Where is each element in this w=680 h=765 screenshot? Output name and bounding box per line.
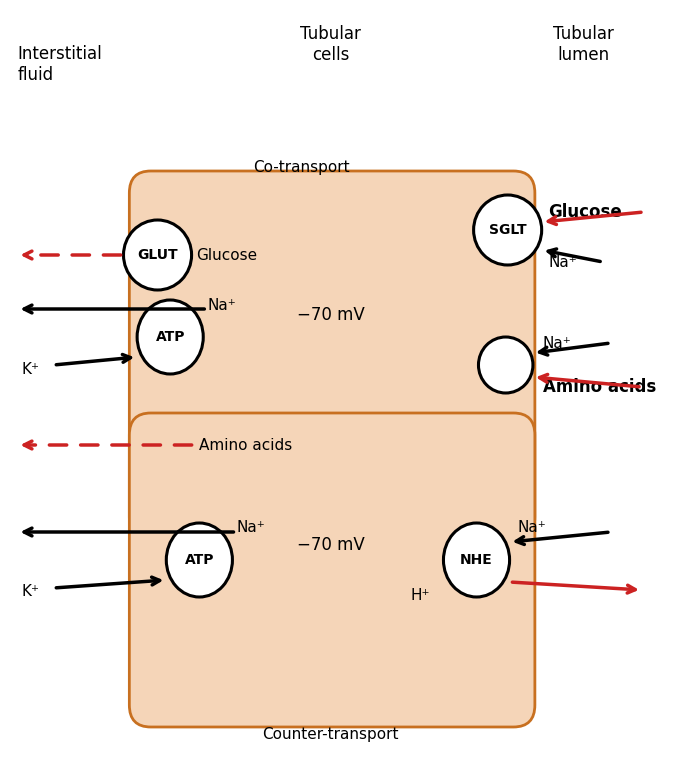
Text: Na⁺: Na⁺ [207,298,236,312]
Ellipse shape [137,300,203,374]
Text: −70 mV: −70 mV [296,536,364,554]
Text: −70 mV: −70 mV [296,306,364,324]
Text: Na⁺: Na⁺ [517,520,546,536]
Text: K⁺: K⁺ [21,362,39,376]
Ellipse shape [167,523,233,597]
Text: GLUT: GLUT [137,248,178,262]
Circle shape [473,195,542,265]
Text: Co-transport: Co-transport [253,160,350,175]
Text: ATP: ATP [184,553,214,567]
Text: Amino acids: Amino acids [543,378,656,396]
Text: Tubular
lumen: Tubular lumen [553,25,614,63]
Text: Glucose: Glucose [549,203,622,221]
Text: SGLT: SGLT [489,223,526,237]
Circle shape [124,220,192,290]
Text: Interstitial
fluid: Interstitial fluid [18,45,102,84]
Text: ATP: ATP [156,330,185,344]
Text: Na⁺: Na⁺ [543,336,571,350]
Text: NHE: NHE [460,553,493,567]
Circle shape [479,337,533,393]
Ellipse shape [443,523,509,597]
Text: Na⁺: Na⁺ [549,255,577,269]
Text: Na⁺: Na⁺ [237,520,265,536]
Text: Glucose: Glucose [197,248,258,262]
Text: H⁺: H⁺ [410,588,430,603]
FancyBboxPatch shape [129,171,535,539]
FancyBboxPatch shape [129,413,535,727]
Text: K⁺: K⁺ [21,584,39,600]
Text: Amino acids: Amino acids [199,438,292,453]
Text: Tubular
cells: Tubular cells [300,25,361,63]
Text: Counter-transport: Counter-transport [262,727,399,742]
